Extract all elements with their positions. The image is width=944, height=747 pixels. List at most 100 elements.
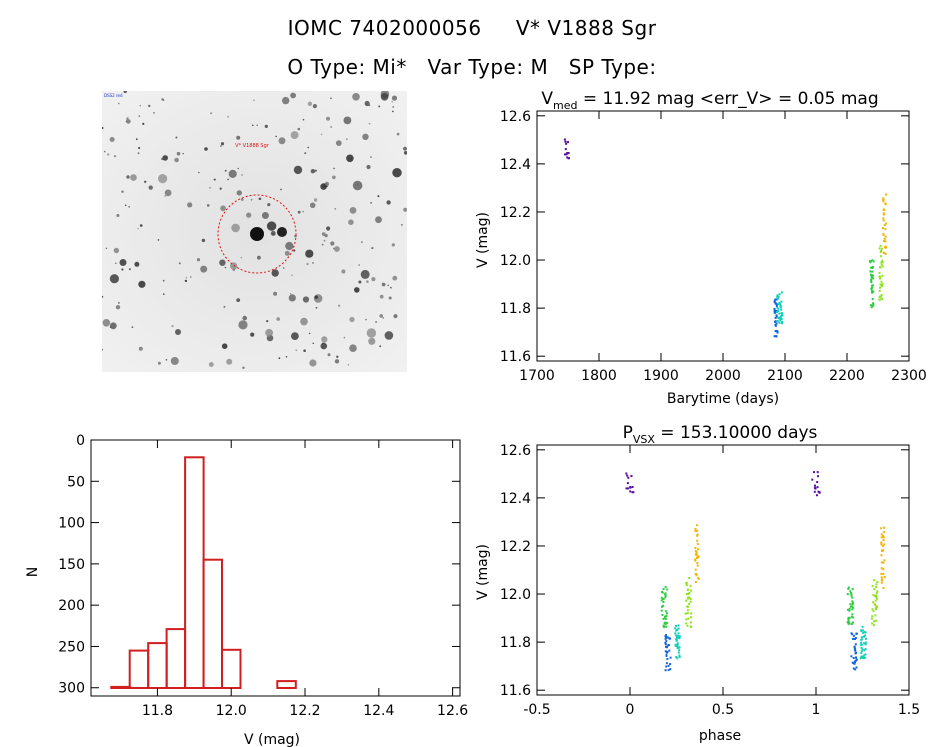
data-point <box>880 533 883 536</box>
finder-star <box>290 131 299 140</box>
data-point <box>674 644 677 647</box>
data-point <box>864 641 867 644</box>
finder-star <box>321 336 328 343</box>
data-point <box>781 313 784 316</box>
finder-star <box>368 104 371 107</box>
finder-star <box>312 342 315 345</box>
finder-star <box>392 106 395 108</box>
data-point <box>567 157 570 160</box>
lightcurve-title-v: V <box>541 89 553 109</box>
data-point <box>874 614 877 617</box>
y-tick-label: 12.6 <box>500 109 531 125</box>
data-point <box>667 644 670 646</box>
data-point <box>880 561 883 564</box>
finder-star <box>343 336 346 339</box>
finder-star <box>130 174 137 181</box>
data-point <box>870 273 872 276</box>
finder-star <box>377 195 380 198</box>
data-point <box>676 643 679 646</box>
target-label: V* V1888 Sgr <box>235 143 270 149</box>
data-point <box>778 317 781 319</box>
finder-star <box>256 124 258 127</box>
finder-star <box>307 101 313 106</box>
lightcurve-xlabel: Barytime (days) <box>667 391 779 407</box>
data-point <box>689 626 692 628</box>
data-point <box>668 637 671 640</box>
x-tick-label: 12.2 <box>289 703 320 719</box>
lightcurve-title-rest: = 11.92 mag <err_V> = 0.05 mag <box>577 89 878 109</box>
data-point <box>660 599 663 602</box>
finder-star <box>142 122 145 125</box>
data-point <box>674 627 677 630</box>
finder-star <box>144 180 147 183</box>
data-point <box>873 579 876 582</box>
finder-star <box>278 357 281 360</box>
histogram-xlabel: V (mag) <box>244 732 300 747</box>
data-point <box>882 234 885 236</box>
data-point <box>860 656 863 659</box>
y-tick-label: 200 <box>58 598 85 614</box>
data-point <box>664 596 667 599</box>
data-point <box>865 637 867 640</box>
data-point <box>854 647 857 650</box>
data-point <box>779 306 782 309</box>
finder-star <box>258 197 262 201</box>
finder-star <box>392 110 394 113</box>
phased-title-rest: = 153.10000 days <box>655 423 818 443</box>
finder-star <box>114 155 116 157</box>
data-point <box>848 607 851 610</box>
finder-star <box>162 99 165 101</box>
y-tick-label: 11.8 <box>500 635 531 651</box>
finder-star <box>289 293 292 295</box>
finder-star <box>219 259 226 266</box>
data-point <box>854 649 857 652</box>
finder-star <box>209 187 211 189</box>
finder-star <box>102 295 104 298</box>
finder-star <box>334 246 340 252</box>
finder-star <box>139 224 143 227</box>
finder-star <box>330 241 335 246</box>
finder-star <box>327 353 331 357</box>
data-point <box>860 641 863 644</box>
finder-star <box>332 175 336 180</box>
data-point <box>566 141 569 144</box>
phased-xlabel: phase <box>699 728 741 744</box>
data-point <box>774 320 777 323</box>
histogram-ylabel: N <box>25 567 41 577</box>
data-point <box>678 637 681 640</box>
data-point <box>662 597 665 600</box>
data-point <box>694 550 697 553</box>
data-point <box>871 622 874 625</box>
data-point <box>884 228 887 231</box>
finder-star <box>220 142 225 146</box>
finder-star <box>380 93 389 101</box>
data-point <box>775 305 778 308</box>
data-point <box>663 626 666 628</box>
data-point <box>777 316 780 319</box>
finder-star <box>175 329 181 335</box>
finder-star <box>115 305 121 310</box>
finder-star <box>121 268 124 271</box>
data-point <box>661 605 663 608</box>
y-tick-label: 250 <box>58 639 85 655</box>
finder-star <box>386 200 391 205</box>
finder-star <box>314 295 318 299</box>
finder-star <box>107 153 110 156</box>
x-tick-label: 1700 <box>519 368 555 384</box>
data-point <box>882 568 885 571</box>
data-point <box>776 329 779 332</box>
finder-star <box>161 157 164 161</box>
finder-star <box>309 202 316 209</box>
finder-star <box>282 267 285 269</box>
finder-star <box>134 261 140 267</box>
data-point <box>882 217 885 220</box>
finder-star <box>138 146 141 150</box>
data-point <box>694 547 697 549</box>
finder-star <box>109 274 119 284</box>
data-point <box>854 638 856 640</box>
x-tick-label: 2100 <box>767 368 803 384</box>
finder-star <box>242 315 247 321</box>
data-point <box>872 260 875 263</box>
finder-star <box>220 205 226 212</box>
finder-star <box>118 102 120 105</box>
